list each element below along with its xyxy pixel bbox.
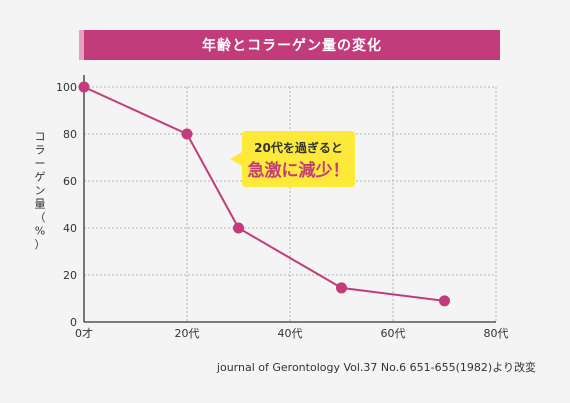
y-axis-label: コラーゲン量（%） — [35, 130, 46, 251]
y-axis-label-char: ラ — [35, 144, 46, 157]
x-tick-label: 40代 — [278, 327, 303, 340]
grid-lines — [84, 86, 497, 322]
y-axis-label-char: ー — [35, 157, 46, 170]
data-point — [336, 282, 347, 294]
data-point — [181, 128, 193, 140]
y-axis-label-char: ゲ — [35, 171, 46, 184]
callout-line-1: 20代を過ぎると — [254, 140, 343, 155]
tick-labels: 0 20 40 60 80 100 0才 20代 40代 60代 80代 — [56, 81, 509, 340]
y-axis-label-char: （ — [35, 211, 46, 224]
data-point — [233, 222, 244, 234]
y-tick-label: 80 — [63, 128, 77, 141]
x-tick-label: 0才 — [75, 326, 93, 340]
source-citation: journal of Gerontology Vol.37 No.6 651-6… — [216, 361, 536, 374]
y-tick-label: 0 — [70, 316, 77, 329]
y-axis-label-char: コ — [35, 130, 46, 143]
x-tick-label: 60代 — [381, 327, 406, 340]
x-tick-label: 80代 — [484, 327, 509, 340]
callout-box: 20代を過ぎると 急激に減少！ — [230, 131, 355, 187]
chart-title: 年齢とコラーゲン量の変化 — [79, 30, 500, 60]
y-tick-label: 40 — [63, 222, 77, 235]
data-point — [439, 295, 450, 307]
y-tick-label: 100 — [56, 81, 77, 94]
y-tick-label: 20 — [63, 269, 77, 282]
callout-background — [230, 131, 355, 187]
y-axis-label-char: ン — [35, 184, 46, 197]
y-axis-label-char: ） — [35, 238, 46, 251]
x-tick-label: 20代 — [175, 327, 200, 340]
data-line — [83, 86, 445, 302]
axes — [83, 75, 496, 323]
data-point — [78, 81, 90, 93]
series-line — [78, 81, 450, 307]
y-tick-label: 60 — [63, 175, 77, 188]
y-axis-label-char: % — [35, 225, 45, 238]
y-axis-label-char: 量 — [35, 198, 46, 211]
callout-line-2: 急激に減少！ — [248, 160, 350, 181]
